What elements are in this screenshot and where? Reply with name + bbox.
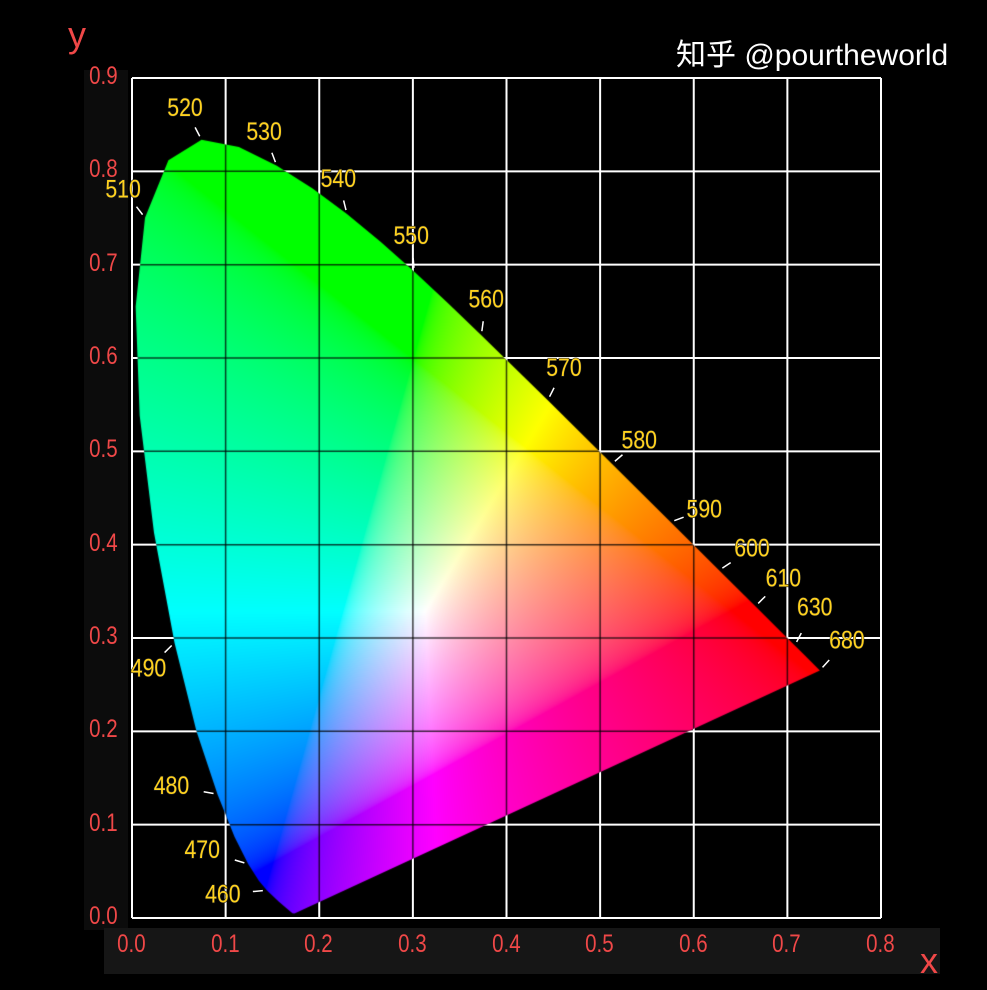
wavelength-label-590: 590 [687, 495, 722, 523]
wavelength-tick-570 [548, 387, 555, 398]
y-tick-label: 0.5 [89, 435, 118, 464]
wavelength-tick-470 [234, 859, 245, 864]
wavelength-tick-680 [821, 659, 830, 668]
wavelength-tick-460 [252, 889, 263, 893]
wavelength-tick-580 [614, 454, 623, 462]
wavelength-label-570: 570 [546, 353, 581, 381]
wavelength-label-530: 530 [246, 118, 281, 146]
x-axis-label-strip [104, 928, 940, 974]
y-tick-label: 0.9 [89, 62, 118, 90]
wavelength-tick-480 [203, 791, 214, 795]
wavelength-label-680: 680 [829, 626, 864, 654]
x-tick-label: 0.7 [772, 930, 802, 958]
wavelength-label-550: 550 [393, 221, 428, 249]
wavelength-label-510: 510 [105, 175, 140, 203]
wavelength-tick-610 [757, 595, 766, 604]
wavelength-tick-530 [271, 152, 277, 163]
y-tick-label: 0.2 [89, 715, 118, 744]
wavelength-label-630: 630 [797, 593, 832, 621]
x-tick-label: 0.1 [210, 930, 240, 958]
x-tick-label: 0.4 [491, 930, 521, 958]
y-tick-label: 0.6 [89, 342, 118, 370]
wavelength-label-610: 610 [766, 564, 801, 592]
x-tick-label: 0.2 [304, 930, 333, 958]
wavelength-label-560: 560 [468, 285, 503, 313]
wavelength-label-480: 480 [154, 772, 189, 800]
wavelength-label-470: 470 [184, 835, 219, 863]
y-tick-label: 0.8 [89, 155, 118, 184]
wavelength-tick-560 [481, 321, 484, 332]
wavelength-label-520: 520 [167, 93, 202, 121]
wavelength-tick-550 [412, 257, 415, 268]
wavelength-tick-630 [795, 632, 802, 643]
wavelength-tick-600 [721, 561, 732, 569]
wavelength-label-490: 490 [131, 654, 166, 682]
x-axis-title: x [920, 940, 938, 981]
x-tick-label: 0.0 [117, 930, 146, 958]
wavelength-tick-510 [135, 206, 144, 216]
y-axis-title: y [68, 14, 86, 55]
watermark: 知乎 @pourtheworld [676, 39, 949, 72]
x-tick-label: 0.3 [398, 930, 427, 958]
y-tick-label: 0.7 [89, 248, 118, 277]
y-tick-label: 0.4 [89, 528, 118, 557]
wavelength-label-600: 600 [734, 534, 769, 562]
wavelength-tick-490 [164, 644, 173, 654]
wavelength-label-460: 460 [205, 880, 240, 908]
wavelength-tick-540 [342, 200, 347, 211]
wavelength-tick-520 [194, 127, 201, 137]
x-tick-label: 0.6 [678, 930, 708, 958]
x-tick-label: 0.8 [866, 930, 895, 958]
y-tick-label: 0.0 [89, 902, 118, 930]
y-axis-label-strip [84, 70, 128, 930]
wavelength-label-540: 540 [321, 164, 356, 192]
wavelength-label-580: 580 [622, 426, 657, 454]
y-tick-label: 0.3 [89, 622, 118, 650]
x-tick-label: 0.5 [585, 930, 614, 958]
y-tick-label: 0.1 [89, 808, 118, 837]
chromaticity-gamut-fill [132, 78, 881, 918]
wavelength-tick-590 [674, 516, 684, 522]
